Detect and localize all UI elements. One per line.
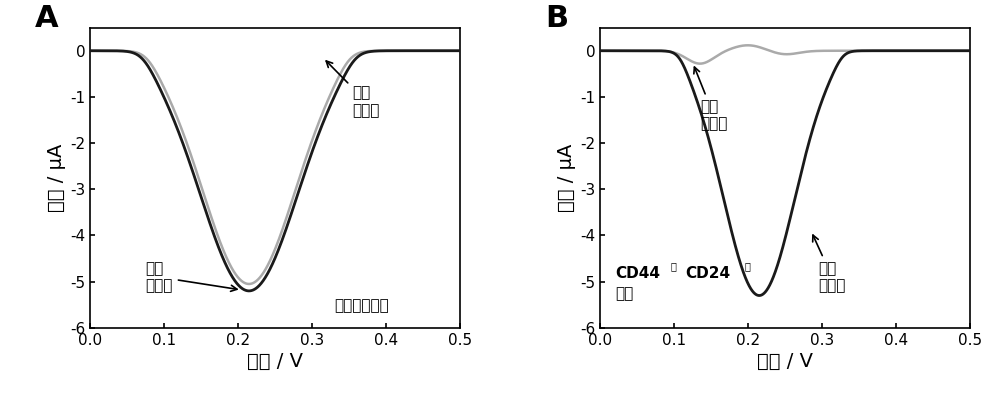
X-axis label: 电压 / V: 电压 / V [757,352,813,371]
Text: CD24: CD24 [685,265,730,280]
Text: 细胞: 细胞 [615,286,633,301]
Text: 阳: 阳 [744,261,750,271]
Text: B: B [545,4,568,33]
Text: 信号
擦除后: 信号 擦除后 [694,67,727,132]
Text: 信号
擦除后: 信号 擦除后 [326,61,380,118]
X-axis label: 电压 / V: 电压 / V [247,352,303,371]
Text: CD44: CD44 [615,265,660,280]
Text: 信号
擦除前: 信号 擦除前 [145,261,237,293]
Text: A: A [35,4,58,33]
Y-axis label: 电流 / μA: 电流 / μA [47,143,66,212]
Text: 阳: 阳 [671,261,676,271]
Text: 乳腺癌干细胞: 乳腺癌干细胞 [334,298,389,313]
Y-axis label: 电流 / μA: 电流 / μA [557,143,576,212]
Text: 信号
擦除前: 信号 擦除前 [813,235,846,293]
